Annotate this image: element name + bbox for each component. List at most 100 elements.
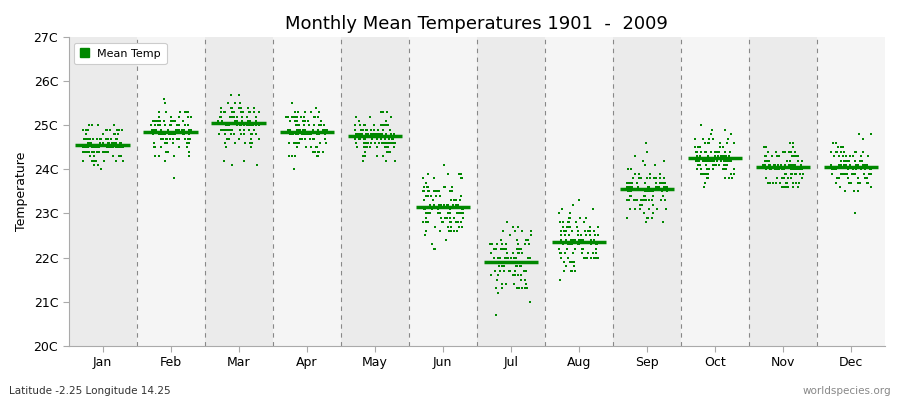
Point [359,144,374,151]
Point [177,122,192,129]
Point [455,224,470,230]
Point [443,188,457,195]
Point [428,188,443,195]
Point [248,131,263,138]
Point [148,144,163,151]
Point [181,109,195,115]
Point [213,113,228,120]
Point [483,241,498,248]
Point [568,237,582,243]
Point [291,122,305,129]
Point [350,131,365,138]
Point [633,202,647,208]
Point [357,140,372,146]
Point [387,131,401,138]
Point [556,259,571,265]
Point [167,131,182,138]
Point [239,113,254,120]
Point [770,166,785,173]
Point [217,109,231,115]
Point [367,131,382,138]
Point [228,100,242,106]
Point [658,197,672,204]
Point [566,237,580,243]
Point [158,122,172,129]
Point [288,118,302,124]
Point [147,127,161,133]
Point [778,171,792,177]
Point [421,210,436,217]
Point [241,118,256,124]
Point [371,127,385,133]
Point [628,197,643,204]
Point [417,197,431,204]
Point [170,136,184,142]
Point [832,153,846,160]
Point [491,263,506,270]
Point [452,171,466,177]
Point [716,166,731,173]
Point [449,210,464,217]
Point [494,237,508,243]
Point [166,131,181,138]
Point [833,171,848,177]
Point [213,127,228,133]
Point [385,136,400,142]
Point [284,113,299,120]
Point [377,122,392,129]
Point [842,153,857,160]
Point [437,202,452,208]
Point [311,149,326,155]
Point [218,127,232,133]
Point [770,175,784,182]
Point [91,162,105,168]
Point [718,175,733,182]
Point [635,202,650,208]
Point [708,153,723,160]
Point [508,228,522,234]
Bar [817,37,885,346]
Point [223,127,238,133]
Point [514,272,528,278]
Point [836,162,850,168]
Point [836,153,850,160]
Point [832,162,846,168]
Point [421,188,436,195]
Point [110,136,124,142]
Point [788,153,803,160]
Point [499,259,513,265]
Point [169,127,184,133]
Point [388,140,402,146]
Point [222,113,237,120]
Point [380,149,394,155]
Point [513,263,527,270]
Point [291,131,305,138]
Point [310,131,325,138]
Point [509,246,524,252]
Point [500,254,514,261]
Point [564,268,579,274]
Point [420,193,435,199]
Point [453,197,467,204]
Point [706,136,720,142]
Point [172,127,186,133]
Point [501,268,516,274]
Point [290,113,304,120]
Point [152,131,166,138]
Point [657,180,671,186]
Point [855,158,869,164]
Point [85,158,99,164]
Point [438,184,453,190]
Point [710,149,724,155]
Point [562,215,577,221]
Point [759,166,773,173]
Point [579,232,593,239]
Point [510,263,525,270]
Point [90,144,104,151]
Point [514,250,528,256]
Point [84,140,98,146]
Point [564,237,579,243]
Point [503,268,517,274]
Point [638,180,652,186]
Point [158,118,172,124]
